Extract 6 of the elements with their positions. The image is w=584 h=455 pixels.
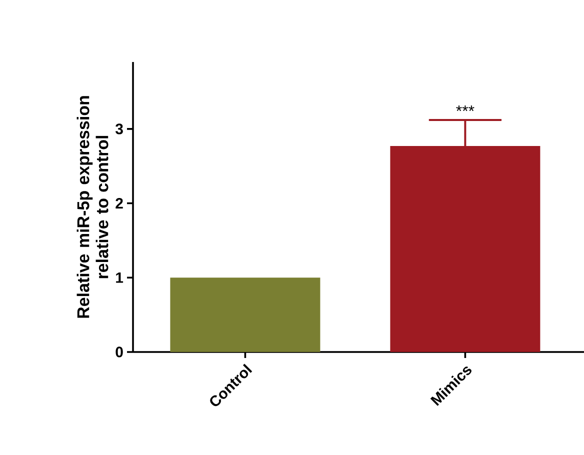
y-tick-label: 1 [116, 272, 124, 283]
annotation: *** [456, 105, 474, 112]
y-axis-title: Relative miR-5p expression relative to control [76, 96, 108, 318]
y-tick-label: 3 [115, 124, 123, 134]
y-tick-label: 0 [116, 346, 123, 358]
y-tick-label: 2 [116, 198, 123, 209]
